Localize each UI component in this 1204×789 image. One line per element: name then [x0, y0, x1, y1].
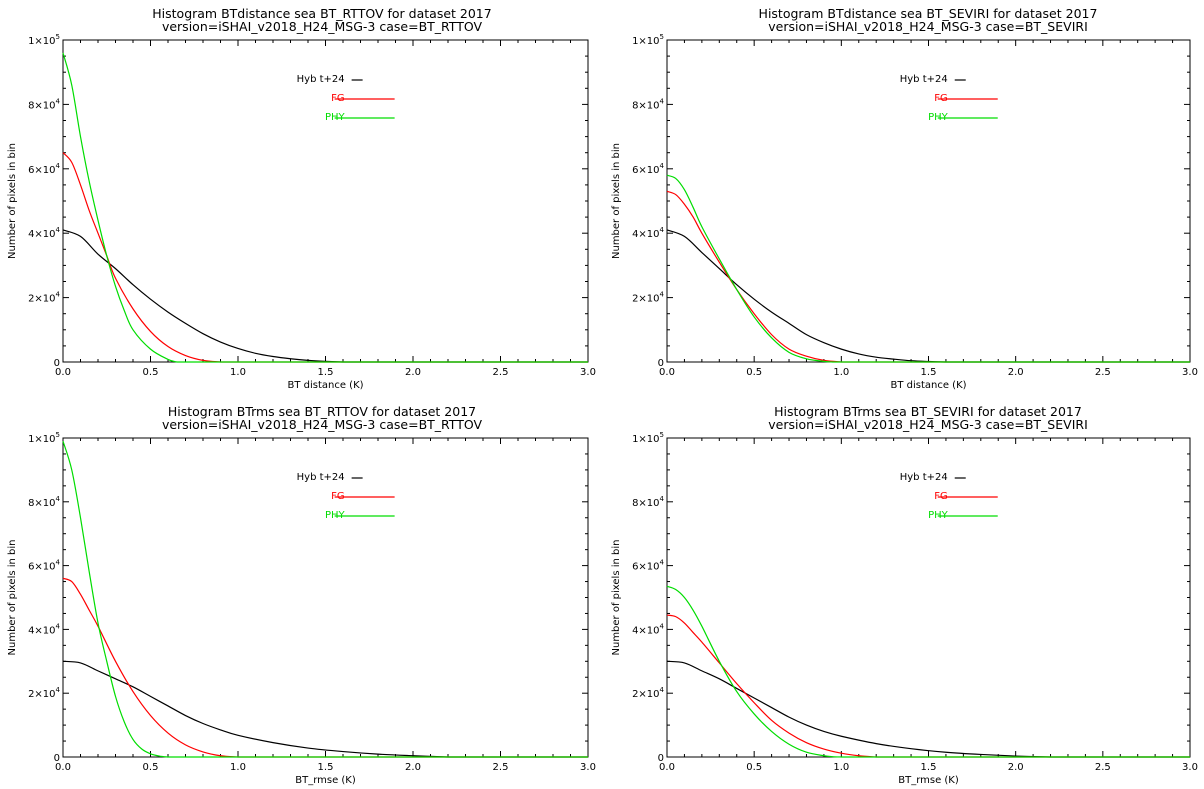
chart-panel-3: Histogram BTrms sea BT_RTTOV for dataset…: [7, 404, 596, 786]
y-tick-label: 6×104: [28, 162, 60, 176]
chart-panel-2: Histogram BTdistance sea BT_SEVIRI for d…: [611, 6, 1198, 391]
y-tick-label: 4×104: [28, 226, 60, 240]
y-tick-label: 0: [54, 753, 60, 764]
x-tick-label: 3.0: [580, 762, 596, 773]
y-tick-label: 2×104: [632, 686, 664, 700]
y-tick-label: 8×104: [28, 97, 60, 111]
y-tick-label: 0: [658, 358, 664, 369]
legend-label: Hyb t+24: [297, 472, 345, 483]
series-line-hyb-t-24: [666, 229, 1190, 363]
x-tick-label: 2.5: [493, 762, 509, 773]
series-line-hyb-t-24: [62, 229, 588, 363]
x-tick-label: 2.5: [493, 367, 509, 378]
x-tick-label: 1.0: [230, 762, 246, 773]
x-tick-label: 0.0: [55, 762, 71, 773]
legend-label: Hyb t+24: [297, 74, 345, 85]
x-axis-label: BT distance (K): [890, 380, 966, 391]
chart-panel-1: Histogram BTdistance sea BT_RTTOV for da…: [7, 6, 596, 391]
y-tick-label: 2×104: [28, 686, 60, 700]
y-tick-label: 1×105: [28, 33, 60, 47]
x-tick-label: 1.0: [833, 762, 849, 773]
x-axis-label: BT_rmse (K): [898, 775, 959, 786]
x-tick-label: 3.0: [1182, 367, 1198, 378]
x-tick-label: 1.5: [318, 762, 334, 773]
x-tick-label: 1.5: [921, 762, 937, 773]
series-line-fg: [62, 152, 588, 363]
chart-subtitle: version=iSHAI_v2018_H24_MSG-3 case=BT_RT…: [162, 417, 483, 432]
x-tick-label: 0.5: [746, 367, 762, 378]
plot-frame: [62, 39, 589, 363]
y-tick-label: 1×105: [632, 33, 664, 47]
series-line-phy: [666, 585, 1190, 758]
y-tick-label: 0: [658, 753, 664, 764]
x-tick-label: 0.5: [143, 367, 159, 378]
series-line-phy: [666, 174, 1190, 363]
series-line-fg: [62, 577, 588, 758]
y-tick-label: 2×104: [28, 291, 60, 305]
x-tick-label: 2.0: [405, 367, 421, 378]
series-line-hyb-t-24: [666, 660, 1190, 758]
x-tick-label: 2.5: [1095, 367, 1111, 378]
x-tick-label: 0.5: [746, 762, 762, 773]
x-tick-label: 1.0: [230, 367, 246, 378]
x-tick-label: 3.0: [580, 367, 596, 378]
y-tick-label: 8×104: [632, 97, 664, 111]
y-tick-label: 6×104: [28, 559, 60, 573]
series-line-fg: [666, 614, 1190, 758]
x-tick-label: 2.0: [1008, 762, 1024, 773]
y-tick-label: 6×104: [632, 559, 664, 573]
x-tick-label: 3.0: [1182, 762, 1198, 773]
x-tick-label: 2.0: [1008, 367, 1024, 378]
y-tick-label: 8×104: [632, 495, 664, 509]
chart-subtitle: version=iSHAI_v2018_H24_MSG-3 case=BT_SE…: [768, 417, 1088, 432]
legend-label: Hyb t+24: [900, 472, 948, 483]
y-axis-label: Number of pixels in bin: [7, 143, 18, 259]
chart-title: Histogram BTrms sea BT_SEVIRI for datase…: [774, 404, 1082, 419]
y-tick-label: 1×105: [28, 431, 60, 445]
y-tick-label: 4×104: [28, 622, 60, 636]
x-tick-label: 0.5: [143, 762, 159, 773]
chart-panel-4: Histogram BTrms sea BT_SEVIRI for datase…: [611, 404, 1198, 786]
chart-title: Histogram BTdistance sea BT_RTTOV for da…: [152, 6, 491, 21]
x-axis-label: BT_rmse (K): [295, 775, 356, 786]
x-tick-label: 2.0: [405, 762, 421, 773]
chart-title: Histogram BTdistance sea BT_SEVIRI for d…: [759, 6, 1098, 21]
x-tick-label: 1.0: [833, 367, 849, 378]
y-axis-label: Number of pixels in bin: [611, 143, 622, 259]
plot-frame: [666, 437, 1191, 758]
series-line-phy: [62, 441, 588, 758]
x-tick-label: 1.5: [318, 367, 334, 378]
x-tick-label: 2.5: [1095, 762, 1111, 773]
chart-title: Histogram BTrms sea BT_RTTOV for dataset…: [168, 404, 476, 419]
x-tick-label: 1.5: [921, 367, 937, 378]
x-tick-label: 0.0: [55, 367, 71, 378]
y-axis-label: Number of pixels in bin: [7, 540, 18, 656]
y-tick-label: 4×104: [632, 622, 664, 636]
chart-subtitle: version=iSHAI_v2018_H24_MSG-3 case=BT_RT…: [162, 19, 483, 34]
y-tick-label: 2×104: [632, 291, 664, 305]
legend-label: Hyb t+24: [900, 74, 948, 85]
y-tick-label: 4×104: [632, 226, 664, 240]
series-line-fg: [666, 190, 1190, 363]
series-line-phy: [62, 52, 588, 363]
x-axis-label: BT distance (K): [287, 380, 363, 391]
y-axis-label: Number of pixels in bin: [611, 540, 622, 656]
chart-subtitle: version=iSHAI_v2018_H24_MSG-3 case=BT_SE…: [768, 19, 1088, 34]
x-tick-label: 0.0: [659, 762, 675, 773]
y-tick-label: 8×104: [28, 495, 60, 509]
y-tick-label: 0: [54, 358, 60, 369]
y-tick-label: 1×105: [632, 431, 664, 445]
y-tick-label: 6×104: [632, 162, 664, 176]
plot-frame: [62, 437, 589, 758]
plot-frame: [666, 39, 1191, 363]
x-tick-label: 0.0: [659, 367, 675, 378]
series-line-hyb-t-24: [62, 660, 588, 758]
